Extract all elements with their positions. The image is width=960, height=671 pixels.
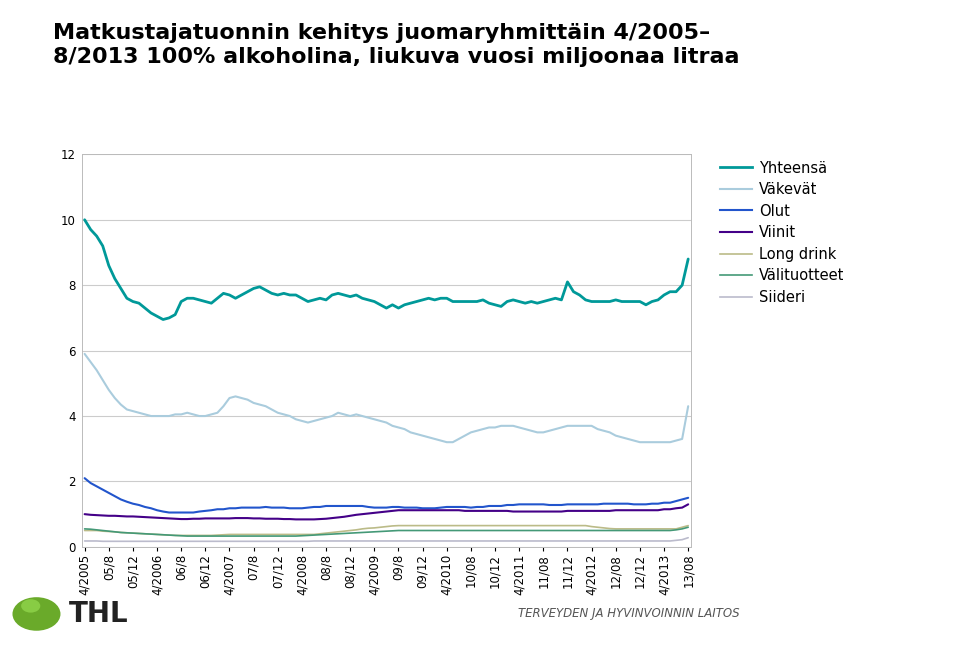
Text: 8/2013 100% alkoholina, liukuva vuosi miljoonaa litraa: 8/2013 100% alkoholina, liukuva vuosi mi… <box>53 47 739 67</box>
Legend: Yhteensä, Väkevät, Olut, Viinit, Long drink, Välituotteet, Siideri: Yhteensä, Väkevät, Olut, Viinit, Long dr… <box>717 158 848 308</box>
Text: Matkustajatuonnin kehitys juomaryhmittäin 4/2005–: Matkustajatuonnin kehitys juomaryhmittäi… <box>53 23 710 44</box>
Text: 8: 8 <box>928 650 936 664</box>
Text: TERVEYDEN JA HYVINVOINNIN LAITOS: TERVEYDEN JA HYVINVOINNIN LAITOS <box>518 607 740 621</box>
Text: 11.9.2013: 11.9.2013 <box>14 650 74 664</box>
Text: THL: THL <box>69 600 129 628</box>
